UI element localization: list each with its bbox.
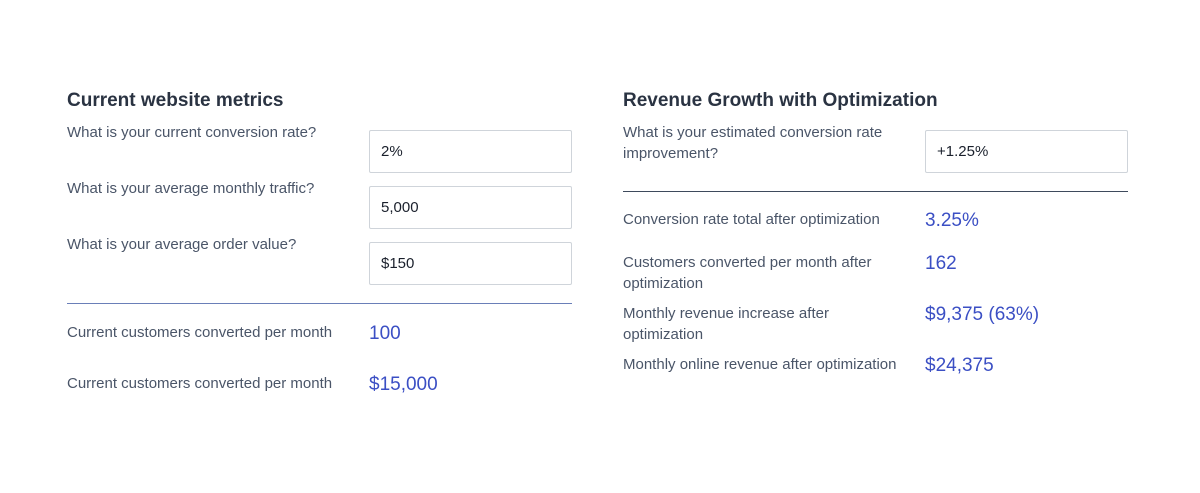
improvement-row: What is your estimated conversion rate i… [623,122,1128,178]
current-metrics-title: Current website metrics [67,90,284,111]
conversion-rate-input[interactable] [369,130,572,173]
growth-divider [623,191,1128,192]
growth-panel: Revenue Growth with Optimization What is… [623,88,1128,376]
current-customers-label: Current customers converted per month [67,324,333,341]
revenue-after-value: $24,375 [925,355,994,376]
current-metrics-panel: Current website metrics What is your cur… [67,88,572,395]
customers-after-label: Customers converted per month after opti… [623,254,872,292]
revenue-increase-value: $9,375 (63%) [925,304,1040,325]
conversion-rate-label: What is your current conversion rate? [67,124,317,141]
current-customers-value: 100 [369,323,401,344]
customers-after-value: 162 [925,253,957,274]
order-value-row: What is your average order value? [67,234,572,290]
total-rate-label: Conversion rate total after optimization [623,211,880,228]
monthly-traffic-input[interactable] [369,186,572,229]
improvement-label: What is your estimated conversion rate i… [623,124,883,162]
total-rate-value: 3.25% [925,210,979,231]
conversion-rate-row: What is your current conversion rate? [67,122,572,178]
growth-title: Revenue Growth with Optimization [623,90,938,111]
current-divider [67,303,572,304]
current-revenue-value: $15,000 [369,374,438,395]
improvement-input[interactable] [925,130,1128,173]
order-value-label: What is your average order value? [67,236,297,253]
monthly-traffic-row: What is your average monthly traffic? [67,178,572,234]
revenue-after-label: Monthly online revenue after optimizatio… [623,356,897,373]
monthly-traffic-label: What is your average monthly traffic? [67,180,315,197]
order-value-input[interactable] [369,242,572,285]
revenue-increase-label: Monthly revenue increase after optimizat… [623,305,829,343]
current-revenue-label: Current customers converted per month [67,375,333,392]
